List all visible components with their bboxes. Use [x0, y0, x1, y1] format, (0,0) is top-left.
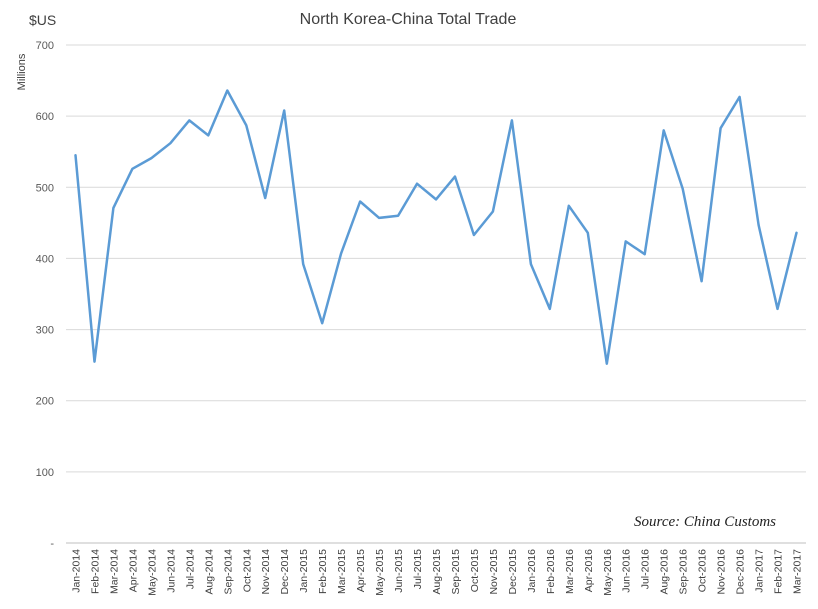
x-tick-label: Mar-2017: [792, 549, 804, 594]
x-tick-label: Sep-2015: [450, 549, 462, 595]
data-point: [453, 175, 457, 179]
x-tick-label: Dec-2014: [279, 549, 291, 595]
x-tick-label: Jan-2014: [70, 549, 82, 593]
y-axis-ticks: - 100 200 300 400 500 600 700: [36, 40, 55, 550]
x-tick-label: May-2016: [602, 549, 614, 596]
x-tick-label: Dec-2015: [507, 549, 519, 595]
data-point: [662, 128, 666, 132]
data-point: [111, 206, 115, 210]
x-tick-label: Oct-2014: [241, 549, 253, 592]
x-tick-label: Jun-2016: [621, 549, 633, 593]
x-tick-label: Apr-2016: [583, 549, 595, 592]
data-point: [795, 231, 799, 235]
data-point: [187, 118, 191, 122]
y-tick-label: 400: [36, 253, 54, 265]
data-point: [624, 239, 628, 243]
y-tick-label: 600: [36, 111, 54, 123]
data-point: [700, 279, 704, 283]
x-tick-label: Feb-2015: [317, 549, 329, 594]
y-tick-label: 700: [36, 40, 54, 52]
data-point: [719, 126, 723, 130]
x-tick-label: Aug-2016: [659, 549, 671, 595]
source-annotation: Source: China Customs: [634, 514, 776, 530]
x-tick-label: Jan-2015: [298, 549, 310, 593]
x-tick-label: May-2015: [374, 549, 386, 596]
data-point: [244, 123, 248, 127]
data-point: [776, 307, 780, 311]
data-point: [396, 214, 400, 218]
x-tick-label: Jul-2016: [640, 549, 652, 589]
x-tick-label: Sep-2014: [222, 549, 234, 595]
data-point: [339, 251, 343, 255]
data-point: [206, 133, 210, 137]
x-tick-label: Feb-2017: [773, 549, 785, 594]
x-tick-label: Nov-2014: [260, 549, 272, 595]
data-point: [757, 223, 761, 227]
x-tick-label: Jul-2015: [412, 549, 424, 589]
data-point: [738, 95, 742, 99]
chart-title: North Korea-China Total Trade: [300, 11, 517, 28]
data-point: [415, 182, 419, 186]
data-point: [548, 307, 552, 311]
data-point: [73, 153, 77, 157]
data-point: [586, 231, 590, 235]
y-axis-label: Millions: [16, 53, 28, 90]
x-tick-label: Apr-2015: [355, 549, 367, 592]
data-point: [643, 252, 647, 256]
y-tick-label: 100: [36, 467, 54, 479]
gridlines: [66, 44, 806, 544]
x-tick-label: Oct-2015: [469, 549, 481, 592]
x-tick-label: Apr-2014: [127, 549, 139, 592]
x-tick-label: Dec-2016: [735, 549, 747, 595]
x-tick-label: Jun-2014: [165, 549, 177, 593]
x-tick-label: Feb-2016: [545, 549, 557, 594]
data-point: [377, 216, 381, 220]
x-tick-label: Jan-2017: [754, 549, 766, 593]
x-tick-label: Oct-2016: [697, 549, 709, 592]
data-point: [529, 262, 533, 266]
x-tick-label: Jun-2015: [393, 549, 405, 593]
x-tick-label: Feb-2014: [89, 549, 101, 594]
data-point: [282, 108, 286, 112]
y-tick-label: 200: [36, 396, 54, 408]
y-tick-label: 500: [36, 182, 54, 194]
x-tick-label: Aug-2015: [431, 549, 443, 595]
data-point: [320, 321, 324, 325]
data-point: [168, 141, 172, 145]
data-point: [301, 262, 305, 266]
x-tick-label: Sep-2016: [678, 549, 690, 595]
x-tick-label: Mar-2014: [108, 549, 120, 594]
data-point: [130, 167, 134, 171]
x-tick-label: Mar-2015: [336, 549, 348, 594]
x-tick-label: Aug-2014: [203, 549, 215, 595]
data-point: [491, 209, 495, 213]
x-tick-label: Nov-2016: [716, 549, 728, 595]
data-point: [263, 196, 267, 200]
series-line: [74, 89, 798, 365]
data-point: [358, 200, 362, 204]
y-tick-label: -: [50, 538, 54, 550]
x-tick-label: Mar-2016: [564, 549, 576, 594]
data-point: [149, 156, 153, 160]
unit-label: $US: [29, 12, 56, 28]
series-layer: [73, 89, 799, 366]
x-tick-label: Jul-2014: [184, 549, 196, 589]
x-tick-label: May-2014: [146, 549, 158, 596]
data-point: [225, 89, 229, 93]
y-tick-label: 300: [36, 325, 54, 337]
data-point: [510, 118, 514, 122]
x-axis-ticks: Jan-2014 Feb-2014 Mar-2014 Apr-2014 May-2014…: [70, 549, 803, 596]
x-tick-label: Jan-2016: [526, 549, 538, 593]
data-point: [92, 360, 96, 364]
x-tick-label: Nov-2015: [488, 549, 500, 595]
data-point: [605, 362, 609, 366]
data-point: [434, 197, 438, 201]
data-point: [472, 233, 476, 237]
data-point: [567, 204, 571, 208]
data-point: [681, 187, 685, 191]
